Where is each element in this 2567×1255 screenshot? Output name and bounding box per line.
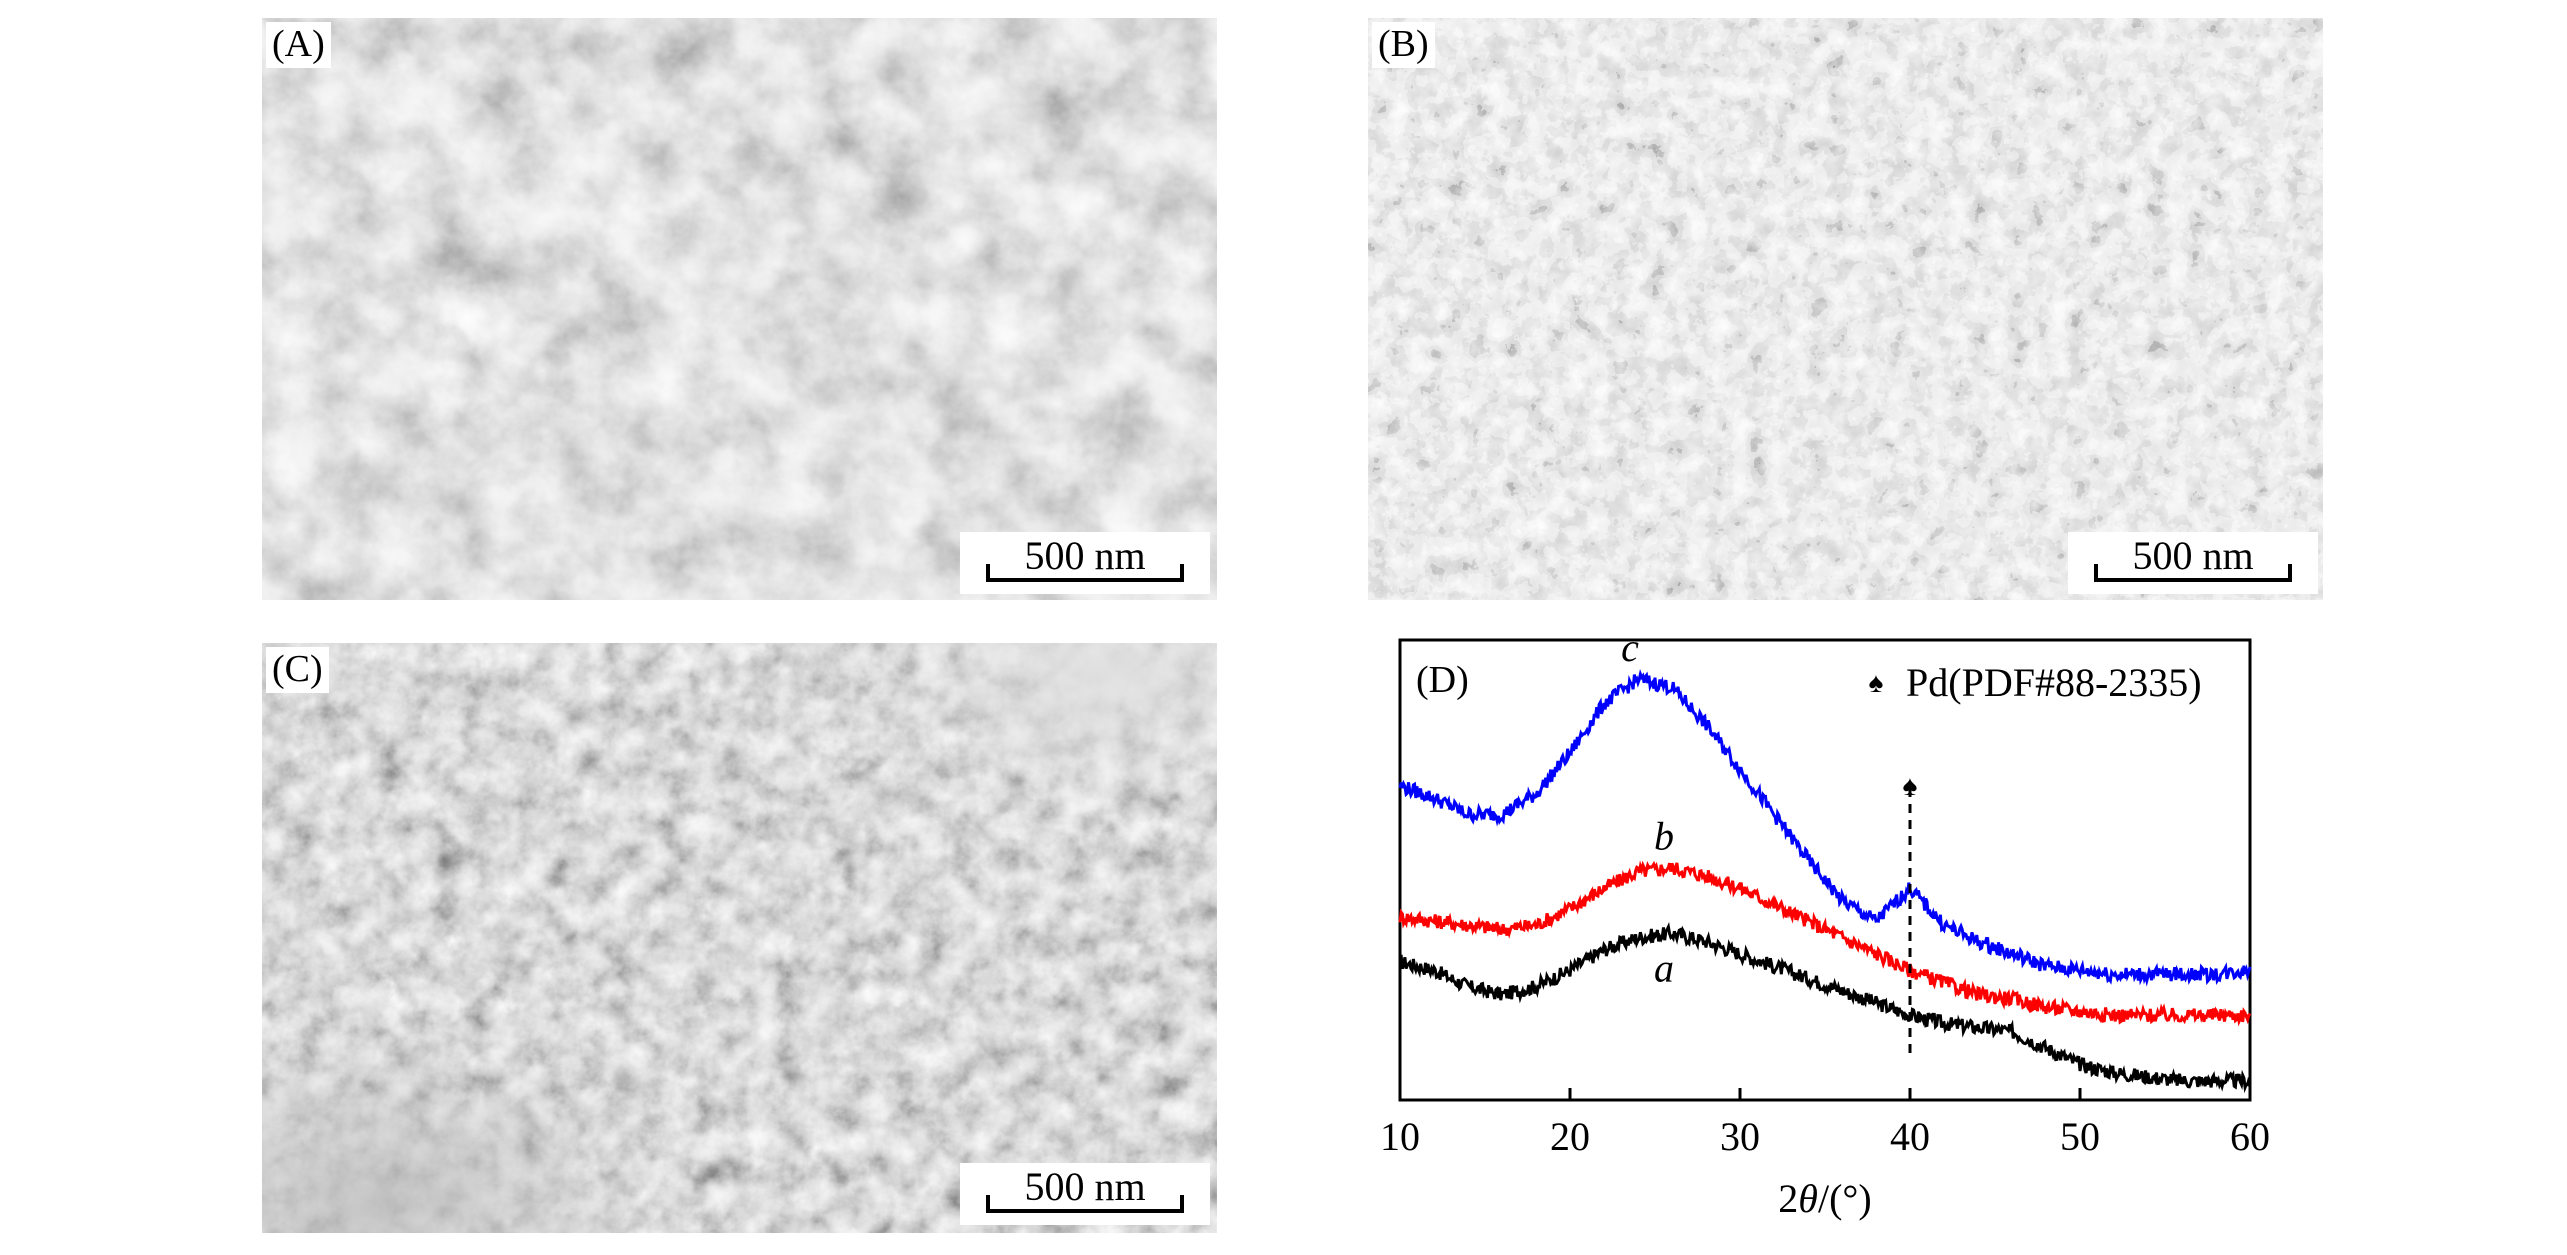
- scale-bar-line-b: [2094, 564, 2292, 582]
- x-tick-label: 30: [1720, 1114, 1760, 1159]
- sem-panel-b: (B) 500 nm: [1368, 18, 2323, 600]
- reference-marker: ♠: [1903, 771, 1918, 802]
- scale-bar-c: 500 nm: [960, 1163, 1210, 1225]
- sem-panel-c: (C) 500 nm: [262, 643, 1217, 1233]
- xrd-chart: a b c ♠ 10 20 30 40 50 60 (D) ♠ Pd(PDF#88-2335)…: [1380, 625, 2270, 1221]
- scale-bar-label-b: 500 nm: [2132, 533, 2254, 578]
- legend-marker: ♠: [1869, 668, 1884, 699]
- x-tick-label: 20: [1550, 1114, 1590, 1159]
- series-label-a: a: [1654, 945, 1674, 990]
- sem-image-a: [262, 18, 1217, 600]
- scale-bar-line-a: [986, 564, 1184, 582]
- panel-label-c: (C): [266, 647, 329, 693]
- series-label-c: c: [1621, 625, 1639, 670]
- x-tick-label: 10: [1380, 1114, 1420, 1159]
- plot-frame: [1398, 638, 2252, 1102]
- series-line-b: [1398, 860, 2252, 1027]
- series-line-c: [1398, 669, 2252, 987]
- legend-entry: Pd(PDF#88-2335): [1906, 660, 2202, 705]
- scale-bar-b: 500 nm: [2068, 532, 2318, 594]
- sem-image-b: [1368, 18, 2323, 600]
- panel-label-a: (A): [266, 22, 331, 68]
- series-line-a: [1399, 922, 2252, 1094]
- x-tick-label: 50: [2060, 1114, 2100, 1159]
- sem-panel-a: (A) 500 nm: [262, 18, 1217, 600]
- x-tick-label: 40: [1890, 1114, 1930, 1159]
- x-axis-label: 2θ/(°): [1778, 1176, 1871, 1221]
- scale-bar-line-c: [986, 1195, 1184, 1213]
- series-label-b: b: [1654, 814, 1674, 859]
- series-layer: a b c: [1398, 625, 2252, 1094]
- sem-image-c: [262, 643, 1217, 1233]
- x-tick-label: 60: [2230, 1114, 2270, 1159]
- x-ticks: 10 20 30 40 50 60: [1380, 1088, 2270, 1159]
- panel-label-d: (D): [1416, 659, 1469, 701]
- scale-bar-label-c: 500 nm: [1024, 1164, 1146, 1209]
- scale-bar-a: 500 nm: [960, 532, 1210, 594]
- panel-label-b: (B): [1372, 22, 1435, 68]
- scale-bar-label-a: 500 nm: [1024, 533, 1146, 578]
